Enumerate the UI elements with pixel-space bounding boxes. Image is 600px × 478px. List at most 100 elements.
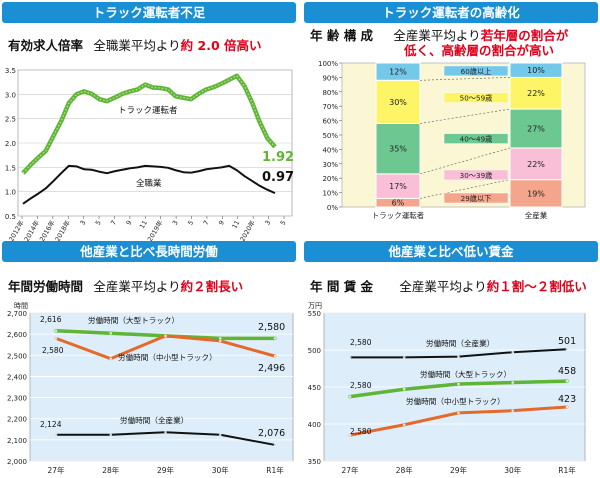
- series-point: [565, 347, 569, 351]
- panel-header: トラック運転者不足: [2, 2, 296, 23]
- y-tick-label: 0%: [327, 204, 338, 212]
- series-end-label: 423: [558, 394, 576, 405]
- series-point: [218, 339, 222, 343]
- x-tick-label: 3: [78, 219, 87, 227]
- series-point: [457, 411, 460, 415]
- series-point: [273, 443, 277, 447]
- y-tick-label: 2,000: [7, 458, 27, 466]
- panel-header: 他産業と比べ長時間労働: [2, 241, 296, 262]
- x-tick-label: 5: [279, 219, 288, 227]
- series-label: 労働時間（全産業）: [120, 415, 188, 425]
- x-tick-label: 5: [186, 219, 195, 227]
- series-label: 労働時間（大型トラック）: [88, 315, 179, 325]
- series-label: 労働時間（中小型トラック）: [118, 352, 217, 362]
- bar-segment: [509, 108, 563, 149]
- y-tick-label: 30%: [322, 161, 338, 169]
- series-end-label: 2,076: [258, 428, 285, 439]
- x-tick-label: 27年: [341, 465, 359, 475]
- data-label: 10%: [527, 66, 545, 75]
- series-point: [54, 329, 58, 333]
- y-tick-label: 60%: [322, 118, 338, 126]
- x-tick-label: 7: [109, 219, 118, 227]
- y-tick-label: 0.5: [5, 213, 16, 221]
- panel-job-ratio: トラック運転者不足 有効求人倍率 全職業平均より約 2.0 倍高い: [2, 2, 296, 234]
- x-tick-label: 27年: [47, 465, 65, 475]
- data-label: 19%: [527, 189, 545, 198]
- series-label: 労働時間（大型トラック）: [420, 369, 511, 379]
- series-point: [54, 337, 58, 340]
- y-tick-label: 10%: [322, 190, 338, 198]
- x-tick-label: 11: [230, 219, 241, 230]
- title-main: 年間労働時間: [8, 279, 84, 294]
- y-tick-label: 70%: [322, 103, 338, 111]
- series-start-label: 2,580: [350, 427, 372, 436]
- series-point: [109, 331, 113, 335]
- data-label: 6%: [392, 199, 405, 208]
- series-point: [54, 433, 58, 437]
- series-end-label: 2,496: [258, 363, 285, 374]
- y-tick-label: 350: [308, 458, 321, 466]
- x-tick-label: R1年: [558, 465, 576, 475]
- series-end-label: 1.92: [262, 150, 294, 165]
- data-label: 12%: [389, 68, 407, 77]
- title-emphasis: 約 2.0 倍高い: [180, 38, 262, 53]
- x-tick-label: 11: [138, 219, 149, 230]
- series-point: [511, 350, 515, 354]
- series-point: [164, 334, 167, 338]
- y-tick-label: 2,500: [7, 352, 27, 360]
- series-end-label: 0.97: [262, 170, 294, 185]
- panel-title: 年間労働時間 全産業平均より約２割長い: [8, 276, 243, 295]
- series-point: [218, 337, 222, 340]
- series-point: [402, 356, 406, 359]
- legend-label: 29歳以下: [461, 194, 492, 203]
- x-tick-label: 9: [125, 219, 134, 227]
- series-start-label: 2,616: [40, 315, 62, 324]
- y-tick-label: 2,600: [7, 331, 27, 339]
- panel-age-structure: トラック運転者の高齢化 年 齢 構 成 全産業平均より若年層の割合が 低く、高齢…: [304, 2, 598, 234]
- title-main: 年 間 賃 金: [310, 279, 374, 294]
- legend-swatch: [443, 65, 509, 77]
- y-tick-label: 40%: [322, 146, 338, 154]
- series-label: トラック運転者: [118, 106, 178, 116]
- y-tick-label: 450: [308, 384, 321, 392]
- series-point: [402, 423, 406, 427]
- y-tick-label: 3.5: [5, 67, 16, 75]
- title-sub: 全産業平均より: [393, 28, 481, 43]
- panel-title: 有効求人倍率 全職業平均より約 2.0 倍高い: [8, 35, 262, 54]
- data-label: 22%: [527, 160, 545, 169]
- data-label: 35%: [389, 145, 407, 154]
- panel-working-hours: 他産業と比べ長時間労働 年間労働時間 全産業平均より約２割長い: [2, 241, 296, 476]
- x-tick-label: トラック運転者: [372, 211, 425, 220]
- y-axis-label: 時間: [14, 302, 28, 310]
- bar-segment: [509, 147, 563, 181]
- y-tick-label: 2,300: [7, 395, 27, 403]
- series-label: 全職業: [136, 178, 162, 189]
- bar-segment: [509, 76, 563, 110]
- series-point: [273, 354, 277, 358]
- legend-label: 40〜49歳: [460, 135, 493, 144]
- legend-label: 60歳以上: [461, 67, 492, 76]
- series-line-highlight-0: [22, 75, 276, 174]
- y-tick-label: 2.0: [5, 140, 16, 148]
- x-tick-label: 9: [217, 219, 226, 227]
- y-tick-label: 2,200: [7, 416, 27, 424]
- series-start-label: 2,580: [350, 381, 372, 390]
- y-tick-label: 2,100: [7, 437, 27, 445]
- y-tick-label: 400: [308, 421, 321, 429]
- x-tick-label: R1年: [266, 465, 284, 475]
- title-emphasis: 約１割〜２割低い: [486, 279, 587, 294]
- series-point: [348, 356, 352, 359]
- series-end-label: 458: [558, 366, 576, 377]
- series-point: [457, 382, 460, 386]
- series-point: [218, 433, 222, 437]
- bar-segment: [375, 79, 421, 124]
- x-tick-label: 29年: [450, 465, 468, 475]
- x-tick-label: 30年: [212, 465, 230, 475]
- series-point: [273, 337, 277, 340]
- series-start-label: 2,124: [40, 420, 62, 429]
- series-point: [511, 381, 515, 384]
- series-point: [164, 430, 167, 434]
- series-point: [511, 409, 515, 412]
- data-label: 17%: [389, 182, 407, 191]
- y-tick-label: 80%: [322, 89, 338, 97]
